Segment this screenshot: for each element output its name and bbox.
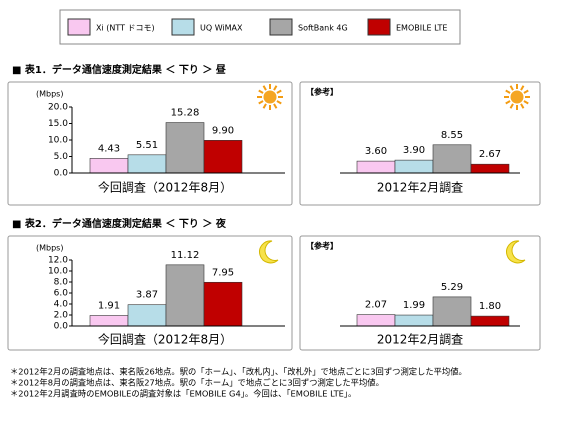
legend-label: UQ WiMAX	[200, 24, 243, 33]
sun-ray	[520, 85, 525, 91]
bar	[127, 154, 167, 174]
sun-ray	[523, 89, 529, 94]
legend-label: SoftBank 4G	[298, 24, 348, 33]
sun-ray	[258, 89, 264, 94]
value-label: 1.80	[479, 301, 501, 312]
caption: 2012年2月調査	[377, 333, 463, 347]
value-label: 2.67	[479, 149, 501, 160]
sun-ray	[273, 103, 278, 109]
bar	[203, 281, 243, 327]
sun-ray	[505, 100, 511, 105]
value-label: 5.29	[441, 282, 463, 293]
unit-label: (Mbps)	[36, 90, 63, 99]
value-label: 3.90	[403, 145, 425, 156]
legend-label: Xi (NTT ドコモ)	[96, 24, 155, 33]
y-tick-label: 10.0	[48, 136, 68, 146]
bar	[394, 159, 434, 174]
bar	[356, 160, 396, 174]
legend-swatch	[171, 18, 195, 36]
bar	[432, 144, 472, 174]
legend-swatch	[269, 18, 293, 36]
y-tick-label: 15.0	[48, 119, 68, 129]
value-label: 1.99	[403, 300, 425, 311]
y-tick-label: 0.0	[54, 169, 69, 179]
panel-label: 【参考】	[306, 241, 338, 251]
value-label: 4.43	[98, 143, 120, 154]
bar	[89, 315, 129, 327]
sun-icon	[263, 90, 277, 104]
note: ＊2012年2月調査時のEMOBILEの調査対象は「EMOBILE G4」。今回…	[10, 389, 356, 399]
sun-icon	[510, 90, 524, 104]
y-tick-label: 6.0	[54, 289, 69, 299]
value-label: 8.55	[441, 130, 463, 141]
sun-ray	[262, 103, 267, 109]
value-label: 1.91	[98, 300, 120, 311]
bar	[165, 264, 205, 327]
moon-icon	[506, 240, 526, 264]
bar	[203, 140, 243, 174]
value-label: 3.60	[365, 146, 387, 157]
y-tick-label: 0.0	[54, 322, 69, 332]
y-tick-label: 5.0	[54, 152, 69, 162]
sun-ray	[276, 100, 282, 105]
note: ＊2012年2月の調査地点は、東名阪26地点。駅の「ホーム」、「改札内」、「改札…	[10, 367, 467, 377]
bar	[89, 158, 129, 174]
value-label: 7.95	[212, 267, 234, 278]
legend-box	[59, 9, 461, 45]
value-label: 15.28	[171, 108, 200, 119]
legend-swatch	[367, 18, 391, 36]
legend-swatch	[67, 18, 91, 36]
bar	[432, 296, 472, 327]
value-label: 5.51	[136, 140, 158, 151]
section-heading: ■ 表1．データ通信速度測定結果 ＜ 下り ＞ 昼	[12, 63, 226, 76]
value-label: 2.07	[365, 300, 387, 311]
value-label: 9.90	[212, 125, 234, 136]
sun-ray	[258, 100, 264, 105]
bar	[394, 314, 434, 327]
y-tick-label: 8.0	[54, 278, 69, 288]
sun-ray	[509, 103, 514, 109]
sun-ray	[505, 89, 511, 94]
sun-ray	[273, 85, 278, 91]
sun-ray	[520, 103, 525, 109]
caption: 2012年2月調査	[377, 181, 463, 195]
unit-label: (Mbps)	[36, 244, 63, 253]
y-tick-label: 2.0	[54, 311, 69, 321]
panel	[299, 81, 541, 206]
bar	[127, 304, 167, 327]
bar	[356, 314, 396, 327]
y-tick-label: 10.0	[48, 267, 68, 277]
sun-ray	[262, 85, 267, 91]
y-tick-label: 12.0	[48, 256, 68, 266]
panel	[7, 81, 293, 206]
bar	[470, 315, 510, 327]
moon-icon	[259, 240, 279, 264]
bar	[470, 163, 510, 174]
note: ＊2012年8月の調査地点は、東名阪27地点。駅の「ホーム」で地点ごとに3回ずつ…	[10, 378, 384, 388]
sun-ray	[523, 100, 529, 105]
bar	[165, 122, 205, 174]
y-tick-label: 4.0	[54, 300, 69, 310]
caption: 今回調査（2012年8月）	[98, 180, 232, 195]
sun-ray	[276, 89, 282, 94]
y-tick-label: 20.0	[48, 103, 68, 113]
section-heading: ■ 表2．データ通信速度測定結果 ＜ 下り ＞ 夜	[12, 217, 227, 230]
value-label: 3.87	[136, 290, 158, 301]
panel-label: 【参考】	[306, 87, 338, 97]
legend-label: EMOBILE LTE	[396, 24, 447, 33]
caption: 今回調査（2012年8月）	[98, 332, 232, 347]
value-label: 11.12	[171, 250, 200, 261]
sun-ray	[509, 85, 514, 91]
